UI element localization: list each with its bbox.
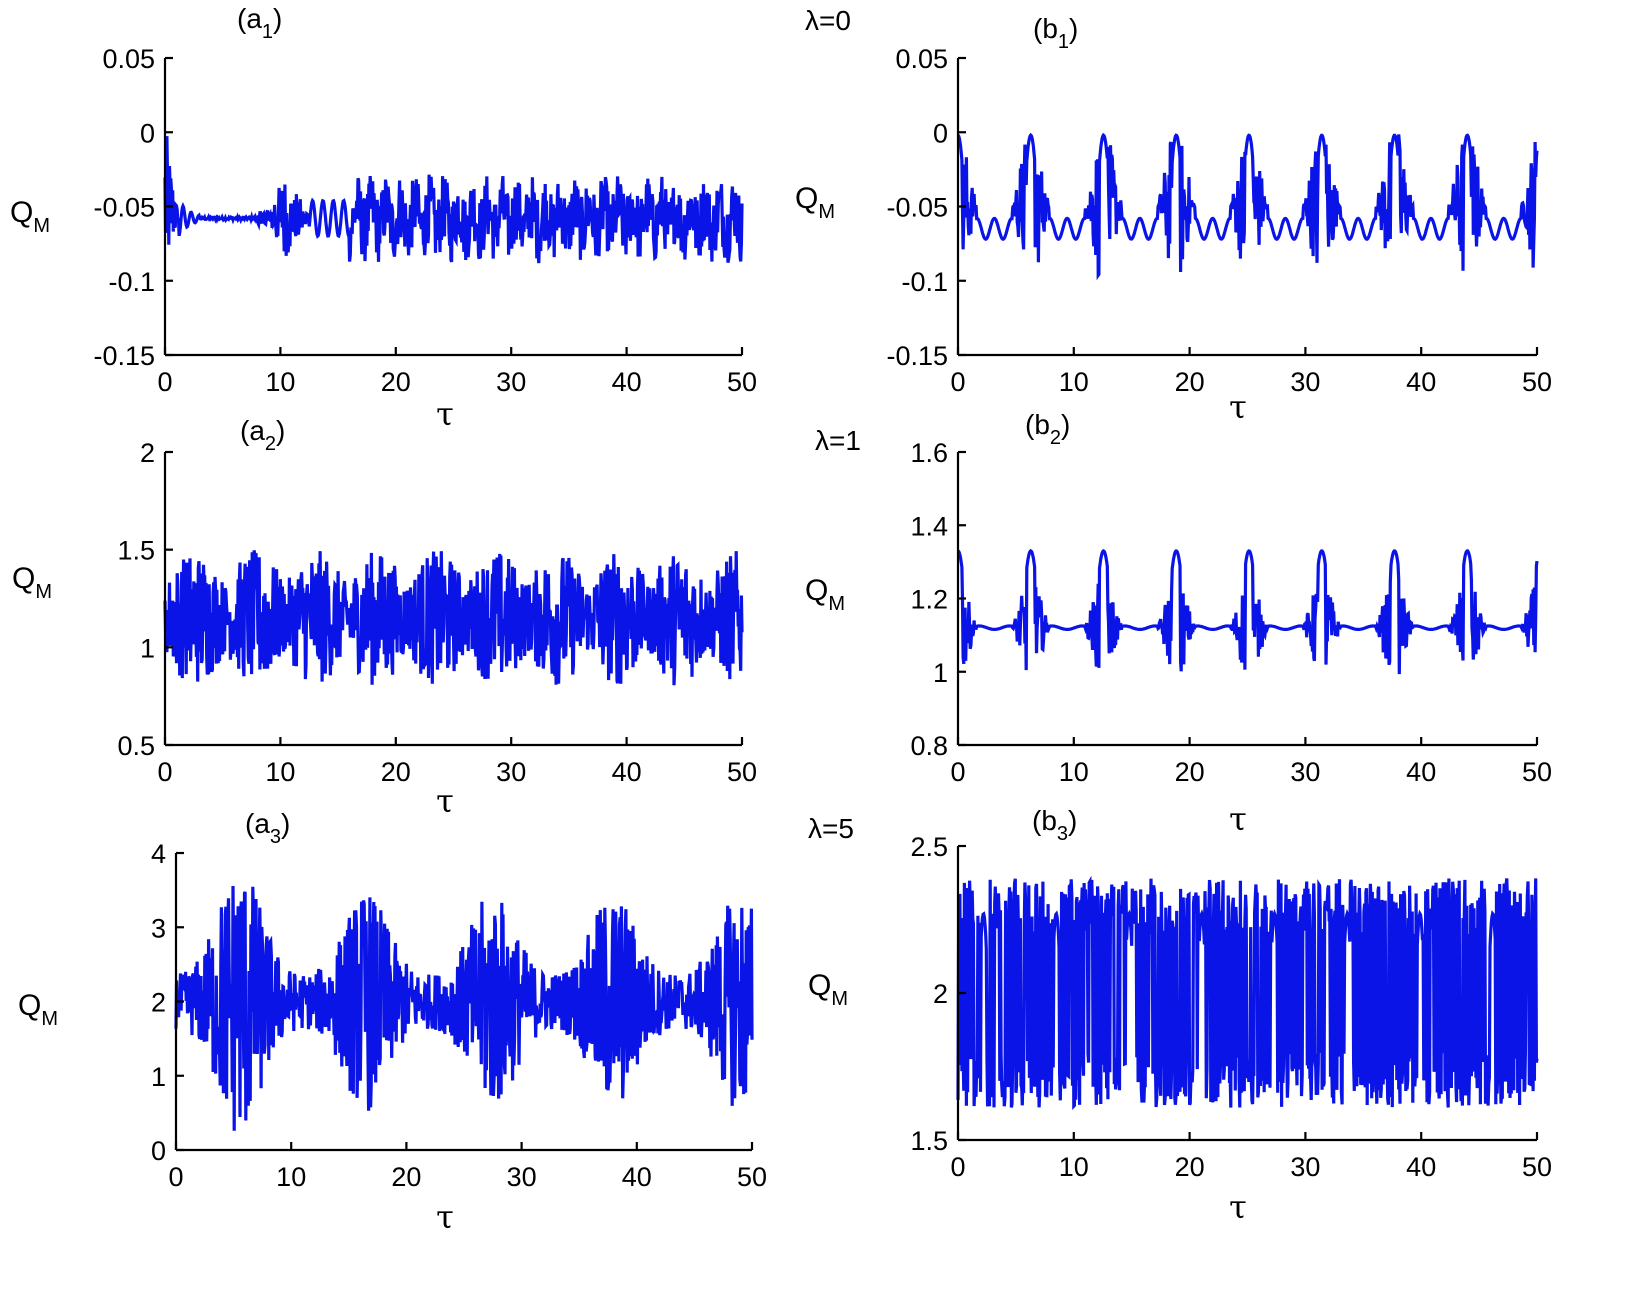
y-tick-label: 1.4 [910,511,948,541]
y-tick-label: 0 [140,118,155,148]
panel-title-b2: (b2) [1025,409,1070,449]
x-tick-label: 20 [381,757,411,787]
y-tick-label: 1 [140,633,155,663]
x-axis-label: τ [1229,800,1247,838]
x-tick-label: 0 [157,757,172,787]
y-axis-label: QM [10,196,50,237]
y-tick-label: 1 [933,658,948,688]
panel-b2: 0 10 20 30 40 50 1.6 1.4 1.2 1 0.8 (b2) QM τ [805,409,1552,838]
y-tick-label: 0 [151,1136,166,1166]
x-tick-label: 30 [1290,1152,1320,1182]
x-tick-label: 40 [622,1162,652,1192]
y-tick-label: 1.5 [910,1126,948,1156]
panel-a2: 0 10 20 30 40 50 2 1.5 1 0.5 (a2) QM τ [12,415,757,820]
y-tick-label: 2.5 [910,832,948,862]
panel-a1: 0 10 20 30 40 50 0.05 0 -0.05 -0.1 -0.15 (a1) QM τ [10,3,757,433]
lambda-label-1: λ=0 [805,5,851,36]
panel-b3: 0 10 20 30 40 50 2.5 2 1.5 (b3) QM τ [808,805,1552,1226]
y-tick-label: 1.2 [910,585,948,615]
x-tick-label: 10 [265,367,295,397]
y-tick-label: -0.15 [886,341,948,371]
panel-b1: 0 10 20 30 40 50 0.05 0 -0.05 -0.1 -0.15 (b1) QM τ [795,13,1552,426]
x-axis-label: τ [436,395,454,433]
x-tick-label: 0 [950,757,965,787]
y-axis-label: QM [18,989,58,1030]
data-trace-b1 [956,132,1539,281]
x-axis-label: τ [1229,388,1247,426]
x-tick-label: 0 [157,367,172,397]
panel-title-b1: (b1) [1033,13,1078,53]
y-tick-label: 0.05 [102,44,155,74]
x-tick-label: 20 [381,367,411,397]
x-tick-label: 20 [1175,1152,1205,1182]
y-tick-label: 3 [151,913,166,943]
x-tick-label: 30 [507,1162,537,1192]
y-axis-label: QM [808,969,848,1010]
x-tick-label: 10 [276,1162,306,1192]
y-tick-label: 1.5 [117,536,155,566]
x-tick-label: 0 [950,367,965,397]
x-tick-label: 10 [1059,367,1089,397]
panel-title-a1: (a1) [237,3,282,43]
x-tick-label: 50 [1522,757,1552,787]
y-tick-label: -0.05 [886,193,948,223]
data-trace-a3 [174,885,754,1131]
x-axis-label: τ [436,782,454,820]
x-tick-label: 10 [265,757,295,787]
data-trace-b3 [956,875,1539,1110]
x-tick-label: 40 [612,757,642,787]
x-tick-label: 20 [1175,757,1205,787]
lambda-label-3: λ=5 [808,813,854,844]
y-axis-label: QM [795,182,835,223]
y-tick-label: 0.05 [895,44,948,74]
x-tick-label: 0 [168,1162,183,1192]
y-axis-label: QM [12,562,52,603]
x-axis-label: τ [1229,1188,1247,1226]
y-tick-label: -0.15 [93,341,155,371]
y-tick-label: 2 [933,979,948,1009]
y-tick-label: 0.8 [910,731,948,761]
y-tick-label: 1.6 [910,438,948,468]
y-axis-label: QM [805,574,845,615]
x-tick-label: 10 [1059,1152,1089,1182]
y-tick-label: 0.5 [117,731,155,761]
y-tick-label: -0.05 [93,193,155,223]
y-tick-label: 4 [151,839,166,869]
panel-title-b3: (b3) [1032,805,1077,845]
x-axis-label: τ [436,1198,454,1236]
x-tick-label: 50 [1522,367,1552,397]
y-tick-label: 0 [933,118,948,148]
x-tick-label: 40 [1406,757,1436,787]
data-trace-a1 [163,136,744,264]
x-tick-label: 30 [1290,367,1320,397]
lambda-label-2: λ=1 [815,425,861,456]
panel-title-a3: (a3) [245,808,290,848]
x-tick-label: 30 [496,757,526,787]
y-tick-label: 2 [140,438,155,468]
x-tick-label: 30 [1290,757,1320,787]
x-tick-label: 50 [737,1162,767,1192]
panel-title-a2: (a2) [240,415,285,455]
y-tick-label: -0.1 [108,267,155,297]
x-tick-label: 50 [727,367,757,397]
x-tick-label: 50 [1522,1152,1552,1182]
x-tick-label: 10 [1059,757,1089,787]
x-tick-label: 20 [391,1162,421,1192]
x-tick-label: 40 [1406,1152,1436,1182]
x-tick-label: 40 [1406,367,1436,397]
y-tick-label: -0.1 [901,267,948,297]
x-tick-label: 20 [1175,367,1205,397]
x-tick-label: 0 [950,1152,965,1182]
y-tick-label: 2 [151,988,166,1018]
x-tick-label: 30 [496,367,526,397]
y-tick-label: 1 [151,1062,166,1092]
x-tick-label: 40 [612,367,642,397]
data-trace-b2 [957,548,1539,675]
x-tick-label: 50 [727,757,757,787]
data-trace-a2 [163,550,744,686]
